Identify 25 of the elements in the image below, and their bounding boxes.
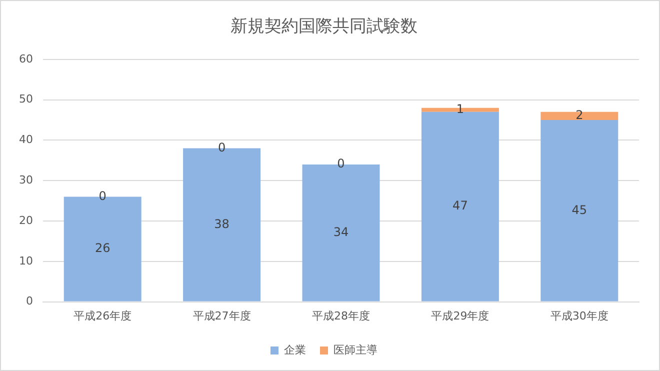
y-tick-label: 20 — [18, 214, 33, 227]
data-label: 2 — [576, 108, 584, 122]
data-label: 0 — [218, 140, 226, 154]
x-tick-label: 平成29年度 — [431, 309, 490, 322]
x-tick-label: 平成26年度 — [74, 309, 132, 322]
x-tick-label: 平成28年度 — [312, 309, 370, 322]
y-tick-label: 50 — [18, 92, 33, 106]
legend-label: 企業 — [284, 343, 306, 356]
data-label: 38 — [214, 216, 230, 231]
bar — [540, 120, 618, 302]
legend-label: 医師主導 — [334, 343, 378, 356]
y-tick-label: 10 — [18, 254, 33, 268]
y-tick-label: 30 — [18, 173, 33, 186]
bar — [540, 112, 618, 120]
data-label: 34 — [333, 224, 349, 239]
bar — [421, 112, 499, 302]
data-label: 47 — [452, 198, 468, 213]
y-tick-label: 0 — [26, 294, 33, 308]
y-tick-label: 60 — [18, 52, 33, 66]
y-tick-label: 40 — [18, 133, 33, 146]
chart-title: 新規契約国際共同試験数 — [230, 16, 418, 37]
data-label: 45 — [572, 202, 588, 217]
x-tick-label: 平成30年度 — [550, 309, 608, 322]
x-tick-label: 平成27年度 — [192, 309, 251, 322]
data-label: 26 — [94, 241, 110, 256]
